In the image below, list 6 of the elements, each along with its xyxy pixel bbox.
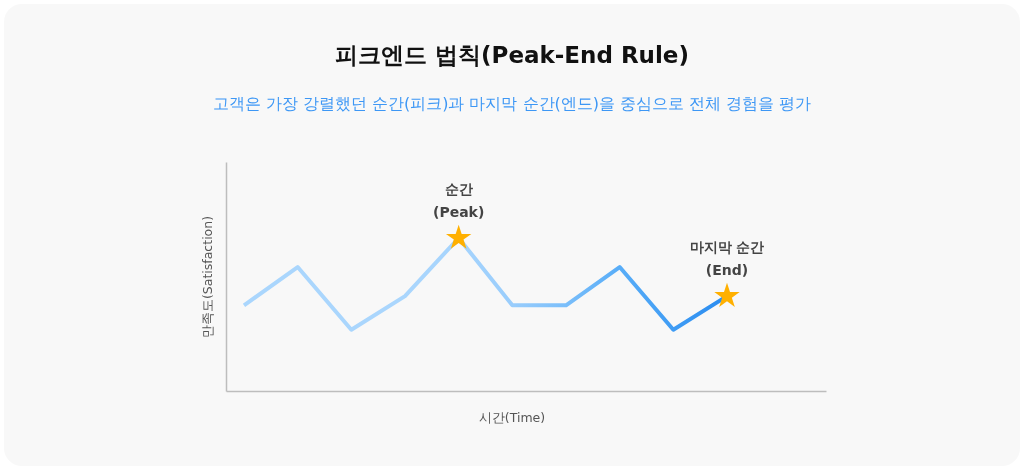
chart-title: 피크엔드 법칙(Peak-End Rule)	[335, 42, 689, 68]
y-axis-title: 만족도(Satisfaction)	[200, 215, 215, 339]
annotation: 마지막 순간 (End)	[689, 239, 765, 279]
x-axis-title: 시간(Time)	[478, 410, 546, 425]
annotation: 순간 (Peak)	[433, 181, 485, 220]
chart-subtitle: 고객은 가장 강렬했던 순간(피크)과 마지막 순간(엔드)을 중심으로 전체 경험을 평가	[212, 94, 812, 113]
